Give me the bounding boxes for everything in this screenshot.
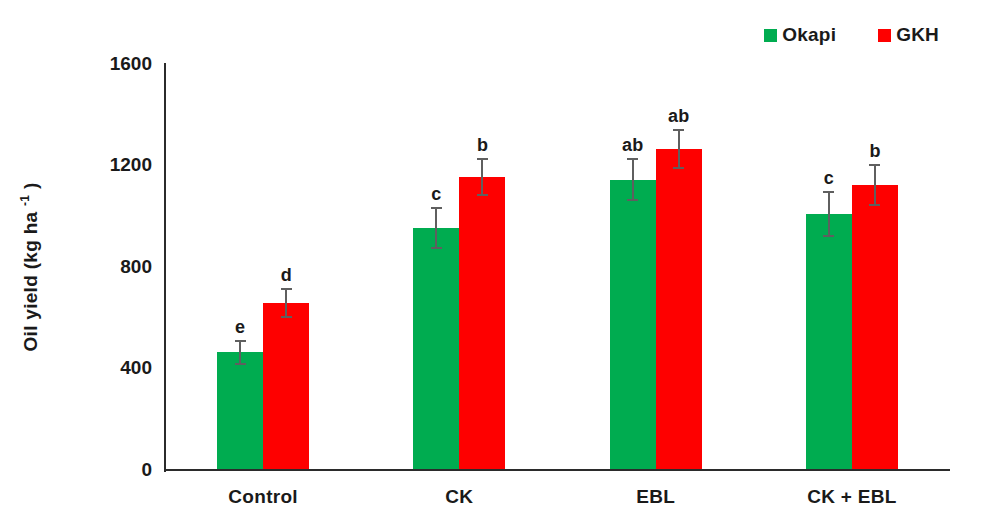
bar-gkh-control bbox=[263, 303, 309, 469]
bar-gkh-ck bbox=[459, 177, 505, 469]
error-bar-cap-top-okapi-ebl bbox=[627, 158, 638, 160]
x-category-label-ck: CK bbox=[369, 486, 549, 508]
bar-okapi-ck-ebl bbox=[806, 214, 852, 469]
y-axis-line bbox=[164, 63, 167, 472]
sig-letter-gkh-ebl: ab bbox=[668, 107, 689, 126]
bar-gkh-ck-ebl bbox=[852, 185, 898, 469]
y-tick-label-1200: 1200 bbox=[62, 155, 152, 174]
error-bar-cap-bottom-gkh-control bbox=[281, 316, 292, 318]
error-bar-cap-top-okapi-control bbox=[235, 340, 246, 342]
sig-letter-okapi-ebl: ab bbox=[622, 136, 643, 155]
bar-okapi-ebl bbox=[610, 180, 656, 469]
x-category-label-control: Control bbox=[173, 486, 353, 508]
error-bar-cap-top-gkh-ebl bbox=[673, 129, 684, 131]
error-bar-okapi-control bbox=[239, 341, 241, 364]
error-bar-cap-bottom-gkh-ebl bbox=[673, 167, 684, 169]
error-bar-cap-bottom-okapi-ebl bbox=[627, 199, 638, 201]
sig-letter-gkh-ck: b bbox=[477, 136, 488, 155]
error-bar-gkh-ebl bbox=[678, 130, 680, 168]
error-bar-cap-top-okapi-ck-ebl bbox=[823, 191, 834, 193]
error-bar-okapi-ck-ebl bbox=[828, 192, 830, 235]
error-bar-cap-bottom-okapi-ck bbox=[431, 247, 442, 249]
sig-letter-okapi-control: e bbox=[235, 318, 245, 337]
y-tick-label-800: 800 bbox=[62, 257, 152, 276]
bar-okapi-control bbox=[217, 352, 263, 469]
error-bar-cap-bottom-gkh-ck-ebl bbox=[869, 204, 880, 206]
error-bar-cap-bottom-okapi-ck-ebl bbox=[823, 235, 834, 237]
error-bar-okapi-ebl bbox=[632, 159, 634, 200]
error-bar-gkh-control bbox=[285, 289, 287, 317]
bar-okapi-ck bbox=[413, 228, 459, 469]
error-bar-cap-top-gkh-ck bbox=[477, 158, 488, 160]
error-bar-cap-top-gkh-control bbox=[281, 288, 292, 290]
error-bar-cap-bottom-gkh-ck bbox=[477, 194, 488, 196]
y-tick-label-0: 0 bbox=[62, 460, 152, 479]
bar-chart-figure: Okapi GKH Oil yield (kg ha -1 ) 04008001… bbox=[0, 0, 985, 531]
plot-area: 0 400 800 1200 1600 Control e d CK c b EBL ab ab CK + … bbox=[0, 0, 985, 531]
y-tick-label-1600: 1600 bbox=[62, 54, 152, 73]
x-category-label-ebl: EBL bbox=[566, 486, 746, 508]
sig-letter-gkh-ck-ebl: b bbox=[869, 142, 880, 161]
sig-letter-okapi-ck: c bbox=[431, 185, 441, 204]
sig-letter-okapi-ck-ebl: c bbox=[824, 169, 834, 188]
error-bar-cap-top-gkh-ck-ebl bbox=[869, 164, 880, 166]
error-bar-cap-top-okapi-ck bbox=[431, 207, 442, 209]
error-bar-cap-bottom-okapi-control bbox=[235, 363, 246, 365]
y-tick-label-400: 400 bbox=[62, 358, 152, 377]
x-category-label-ck-ebl: CK + EBL bbox=[762, 486, 942, 508]
error-bar-gkh-ck bbox=[481, 159, 483, 195]
error-bar-okapi-ck bbox=[435, 208, 437, 249]
sig-letter-gkh-control: d bbox=[281, 266, 292, 285]
error-bar-gkh-ck-ebl bbox=[874, 165, 876, 206]
bar-gkh-ebl bbox=[656, 149, 702, 469]
